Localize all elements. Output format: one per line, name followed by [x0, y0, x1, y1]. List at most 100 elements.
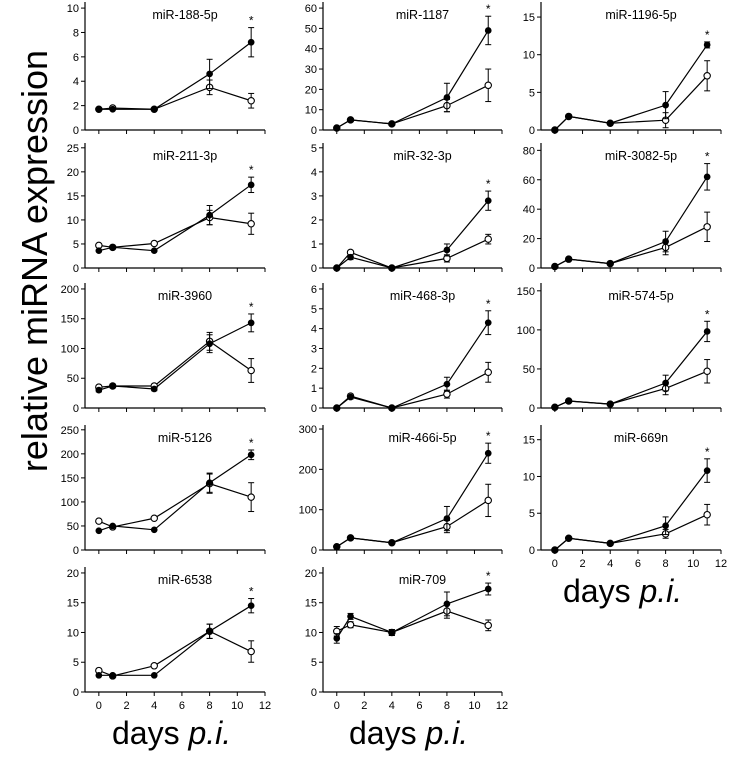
- data-point-filled: [206, 70, 213, 78]
- x-tick-label: 10: [468, 700, 480, 712]
- y-tick-label: 5: [311, 143, 317, 155]
- data-point-filled: [347, 534, 354, 542]
- data-point-open: [443, 390, 451, 398]
- data-point-filled: [347, 116, 354, 124]
- data-point-open: [150, 514, 158, 523]
- y-tick-label: 0: [73, 125, 79, 137]
- x-tick-label: 0: [96, 700, 102, 712]
- y-tick-label: 5: [73, 657, 79, 669]
- data-point-open: [484, 81, 492, 90]
- panel-title: miR-468-3p: [390, 289, 455, 303]
- data-point-filled: [150, 385, 158, 393]
- panel-mir-6538: 0 5 10 15 20 0 2 4 6 8 10 12 miR-6538 *: [67, 567, 271, 712]
- panel-title: miR-3082-5p: [605, 149, 677, 163]
- series-line-filled: [98, 454, 252, 532]
- data-point-filled: [484, 449, 492, 457]
- data-point-filled: [703, 173, 711, 181]
- y-tick-label: 0: [529, 545, 535, 557]
- panel-title: miR-188-5p: [152, 8, 217, 22]
- y-tick-label: 80: [523, 145, 535, 157]
- x-tick-label: 2: [361, 700, 367, 712]
- y-tick-label: 0: [73, 545, 79, 557]
- y-tick-label: 150: [517, 286, 535, 298]
- y-tick-label: 0: [73, 403, 79, 415]
- data-point-filled: [333, 543, 341, 551]
- y-tick-label: 15: [67, 191, 79, 203]
- y-tick-label: 100: [61, 497, 79, 509]
- y-tick-label: 100: [61, 343, 79, 355]
- x-tick-label: 8: [207, 700, 213, 712]
- data-point-filled: [247, 319, 255, 327]
- panel-mir-669n: 0 5 10 15 0 2 4 6 8 10 12 miR-669n *: [523, 425, 727, 570]
- x-tick-label: 6: [416, 700, 422, 712]
- data-point-open: [95, 517, 103, 525]
- y-tick-label: 15: [523, 435, 535, 447]
- y-tick-label: 50: [523, 364, 535, 376]
- y-tick-label: 50: [305, 23, 317, 35]
- data-point-filled: [484, 197, 492, 205]
- x-tick-label: 12: [715, 558, 727, 570]
- series-line-open: [336, 499, 489, 548]
- y-tick-label: 0: [529, 403, 535, 415]
- data-point-filled: [95, 527, 103, 535]
- data-point-filled: [109, 671, 117, 679]
- panel-mir-5126: 0 50 100 150 200 250 miR-5126 *: [61, 425, 266, 557]
- significance-asterisk: *: [249, 300, 254, 314]
- y-tick-label: 100: [299, 505, 317, 517]
- data-point-filled: [150, 671, 158, 679]
- series-line-open: [554, 75, 708, 131]
- data-point-filled: [388, 404, 396, 412]
- x-axis-word: days: [112, 715, 180, 751]
- y-tick-label: 5: [73, 239, 79, 251]
- y-tick-label: 20: [67, 568, 79, 580]
- x-axis-pi: p.i.: [425, 715, 469, 751]
- panel-mir-32-3p: 0 1 2 3 4 5 miR-32-3p *: [311, 143, 503, 275]
- y-tick-label: 20: [523, 234, 535, 246]
- x-tick-label: 4: [389, 700, 395, 712]
- data-point-open: [346, 620, 355, 629]
- data-point-filled: [247, 451, 255, 459]
- x-tick-label: 12: [496, 700, 508, 712]
- data-point-filled: [388, 629, 396, 636]
- data-point-filled: [347, 613, 354, 620]
- data-point-filled: [150, 526, 158, 534]
- data-point-filled: [606, 540, 614, 547]
- y-tick-label: 0: [311, 403, 317, 415]
- y-tick-label: 0: [529, 125, 535, 137]
- x-tick-label: 4: [607, 558, 613, 570]
- series-line-filled: [98, 184, 252, 252]
- panel-title: miR-574-5p: [608, 289, 673, 303]
- data-point-filled: [109, 243, 117, 251]
- x-tick-label: 2: [579, 558, 585, 570]
- data-point-filled: [109, 382, 117, 390]
- significance-asterisk: *: [486, 569, 491, 583]
- data-point-filled: [95, 105, 103, 113]
- data-point-open: [484, 368, 492, 377]
- y-tick-label: 2: [311, 363, 317, 375]
- data-point-filled: [95, 247, 103, 255]
- y-tick-label: 10: [305, 105, 317, 117]
- y-tick-label: 50: [67, 521, 79, 533]
- data-point-open: [247, 493, 255, 501]
- data-point-open: [150, 239, 158, 248]
- series-line-filled: [554, 331, 708, 408]
- data-point-open: [150, 662, 158, 670]
- y-tick-label: 2: [73, 101, 79, 113]
- y-tick-label: 0: [73, 263, 79, 275]
- y-tick-label: 0: [311, 125, 317, 137]
- significance-asterisk: *: [249, 436, 254, 450]
- x-tick-label: 6: [179, 700, 185, 712]
- panel-title: miR-466i-5p: [388, 431, 456, 445]
- significance-asterisk: *: [705, 28, 710, 42]
- series-line-open: [98, 340, 252, 388]
- x-axis-pi: p.i.: [639, 573, 683, 609]
- significance-asterisk: *: [705, 307, 710, 321]
- panel-title: miR-669n: [614, 431, 668, 445]
- data-point-filled: [606, 400, 614, 408]
- y-tick-label: 40: [305, 44, 317, 56]
- panel-mir-1196-5p: 0 5 10 15 miR-1196-5p *: [523, 2, 722, 137]
- data-point-filled: [206, 479, 213, 487]
- significance-asterisk: *: [486, 2, 491, 16]
- series-line-filled: [336, 322, 489, 409]
- data-point-filled: [333, 124, 341, 132]
